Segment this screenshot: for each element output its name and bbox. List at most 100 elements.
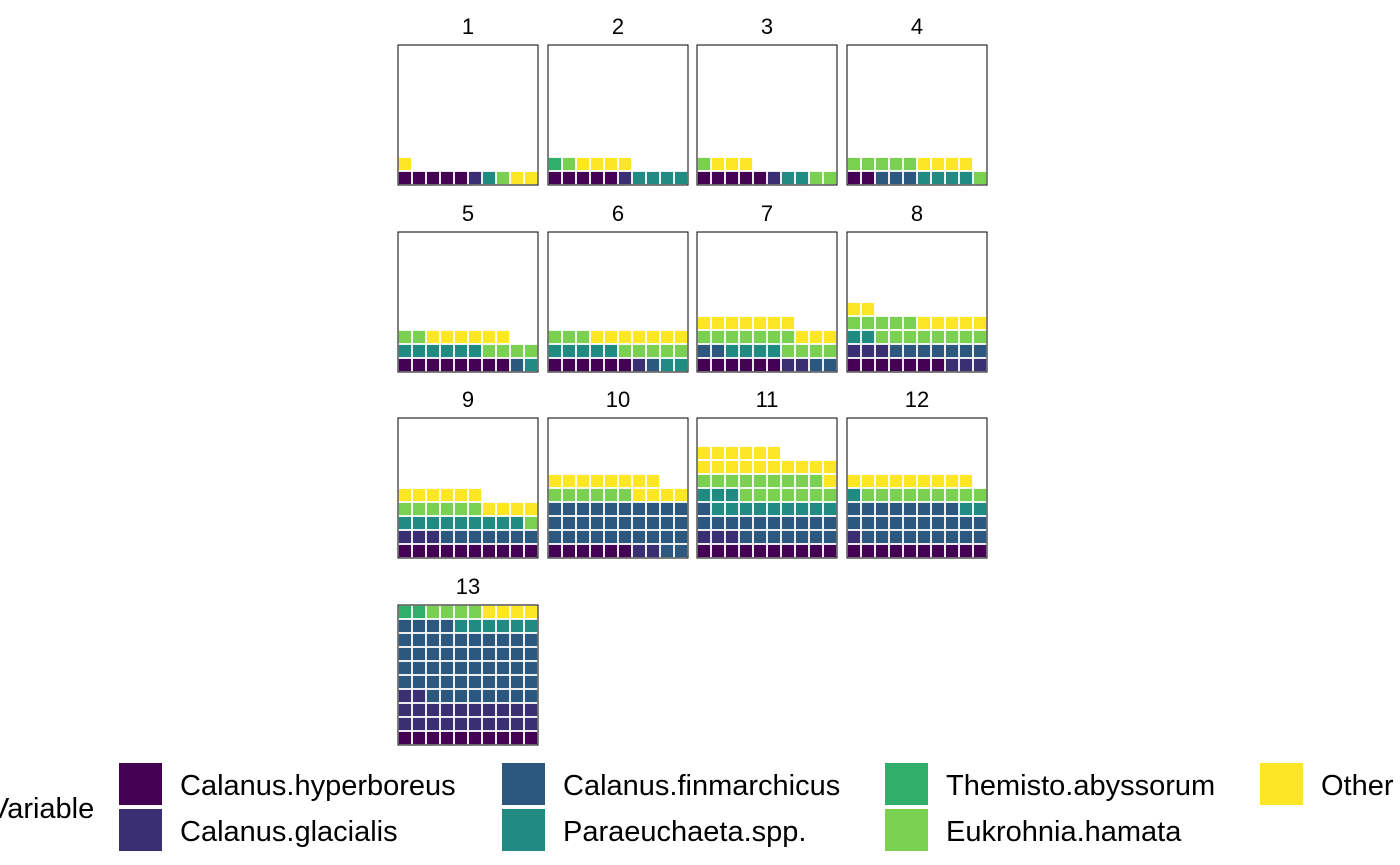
waffle-tile — [945, 474, 959, 488]
waffle-tile — [959, 474, 973, 488]
waffle-tile — [711, 344, 725, 358]
waffle-tile — [739, 344, 753, 358]
waffle-tile — [847, 488, 861, 502]
waffle-tile — [398, 619, 412, 633]
waffle-tile — [753, 530, 767, 544]
waffle-tile — [548, 488, 562, 502]
waffle-tile — [646, 344, 660, 358]
legend-swatch — [502, 809, 545, 851]
waffle-tile — [426, 530, 440, 544]
waffle-tile — [660, 488, 674, 502]
panel-title: 1 — [462, 14, 474, 39]
waffle-tile — [398, 488, 412, 502]
waffle-tile — [510, 661, 524, 675]
waffle-tile — [524, 171, 538, 185]
waffle-tile — [468, 530, 482, 544]
waffle-tile — [468, 675, 482, 689]
waffle-tile — [576, 488, 590, 502]
waffle-tile — [632, 358, 646, 372]
waffle-tile — [440, 488, 454, 502]
legend-swatch — [119, 809, 162, 851]
waffle-tile — [875, 544, 889, 558]
waffle-tile — [875, 474, 889, 488]
waffle-tile — [973, 330, 987, 344]
panel-8: 8 — [846, 201, 988, 373]
waffle-tile — [973, 530, 987, 544]
waffle-tile — [889, 171, 903, 185]
waffle-tile — [454, 530, 468, 544]
waffle-tile — [412, 703, 426, 717]
waffle-tile — [725, 474, 739, 488]
waffle-tile — [468, 344, 482, 358]
panel-6: 6 — [547, 201, 689, 373]
waffle-tile — [454, 619, 468, 633]
waffle-tile — [753, 502, 767, 516]
waffle-tile — [781, 502, 795, 516]
waffle-tile — [945, 344, 959, 358]
waffle-tile — [412, 330, 426, 344]
waffle-tile — [889, 358, 903, 372]
waffle-tile — [412, 717, 426, 731]
waffle-tile — [725, 358, 739, 372]
waffle-tile — [959, 171, 973, 185]
waffle-tile — [917, 530, 931, 544]
waffle-tile — [945, 530, 959, 544]
waffle-tile — [945, 330, 959, 344]
waffle-tile — [931, 316, 945, 330]
waffle-tile — [674, 488, 688, 502]
waffle-tile — [510, 647, 524, 661]
waffle-tile — [496, 675, 510, 689]
waffle-tile — [496, 605, 510, 619]
panel-frame — [846, 44, 988, 186]
waffle-tile — [440, 544, 454, 558]
waffle-tile — [562, 530, 576, 544]
panel-frame — [846, 417, 988, 559]
waffle-tile — [454, 605, 468, 619]
waffle-tile — [454, 717, 468, 731]
waffle-tile — [646, 474, 660, 488]
panel-frame — [547, 44, 689, 186]
waffle-tile — [917, 544, 931, 558]
waffle-tile — [931, 171, 945, 185]
waffle-tile — [725, 544, 739, 558]
waffle-tile — [510, 633, 524, 647]
waffle-tile — [496, 661, 510, 675]
waffle-tile — [454, 171, 468, 185]
waffle-tile — [861, 544, 875, 558]
waffle-tile — [781, 474, 795, 488]
waffle-tile — [875, 516, 889, 530]
waffle-tile — [903, 502, 917, 516]
waffle-tile — [973, 516, 987, 530]
panel-10: 10 — [547, 387, 689, 559]
waffle-tile — [711, 171, 725, 185]
waffle-tile — [590, 502, 604, 516]
waffle-tile — [767, 530, 781, 544]
waffle-tile — [562, 171, 576, 185]
waffle-tile — [847, 544, 861, 558]
waffle-tile — [440, 605, 454, 619]
waffle-tile — [510, 344, 524, 358]
waffle-tile — [496, 358, 510, 372]
waffle-tile — [875, 358, 889, 372]
panel-title: 12 — [905, 387, 929, 412]
waffle-tile — [548, 502, 562, 516]
waffle-tile — [398, 675, 412, 689]
waffle-tile — [496, 530, 510, 544]
waffle-tile — [781, 516, 795, 530]
waffle-tile — [847, 330, 861, 344]
waffle-tile — [412, 675, 426, 689]
waffle-tile — [823, 460, 837, 474]
waffle-tile — [739, 358, 753, 372]
waffle-tile — [973, 358, 987, 372]
waffle-tile — [847, 316, 861, 330]
waffle-tile — [847, 516, 861, 530]
waffle-tile — [426, 731, 440, 745]
waffle-tile — [412, 661, 426, 675]
waffle-tile — [548, 474, 562, 488]
waffle-tile — [931, 358, 945, 372]
waffle-tile — [847, 157, 861, 171]
legend-title: Variable — [0, 793, 94, 825]
waffle-tile — [576, 544, 590, 558]
waffle-tile — [725, 530, 739, 544]
